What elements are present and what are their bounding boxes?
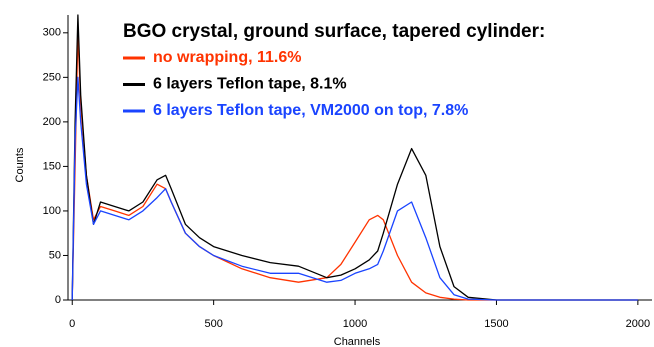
y-tick-label: 0 [55,294,61,306]
y-axis-label: Counts [14,147,26,182]
x-tick-label: 2000 [626,318,650,330]
x-tick-label: 1000 [343,318,367,330]
y-tick-label: 250 [43,71,61,83]
chart-title: BGO crystal, ground surface, tapered cyl… [123,21,545,42]
y-tick-label: 100 [43,205,61,217]
y-tick-label: 300 [43,27,61,39]
series-line [71,14,638,301]
y-tick-label: 200 [43,116,61,128]
x-tick-label: 1500 [484,318,508,330]
y-tick-label: 50 [49,249,61,261]
legend-label: no wrapping, 11.6% [153,49,301,66]
x-tick-label: 0 [69,318,75,330]
legend-label: 6 layers Teflon tape, VM2000 on top, 7.8… [153,102,468,119]
series-line [71,32,638,301]
series-line [71,76,638,301]
y-tick-label: 150 [43,160,61,172]
x-axis-label: Channels [334,336,381,347]
x-tick-label: 500 [204,318,222,330]
legend-label: 6 layers Teflon tape, 8.1% [153,76,347,93]
